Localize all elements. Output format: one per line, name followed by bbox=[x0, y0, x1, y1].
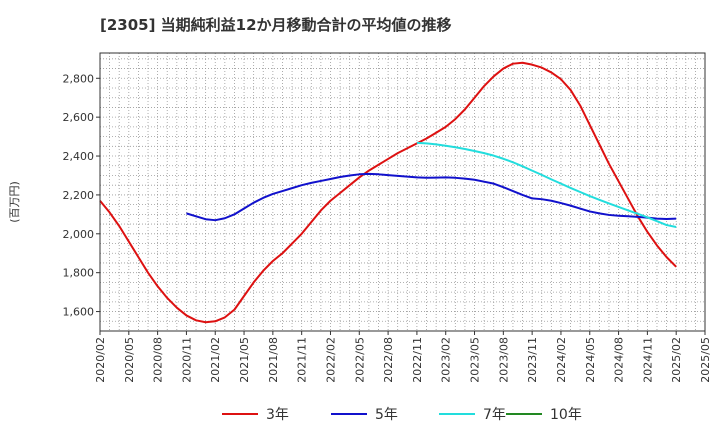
legend-label-3: 7年 bbox=[483, 407, 506, 423]
series-line-3 bbox=[416, 141, 677, 228]
series-line-1 bbox=[99, 61, 677, 324]
x-tick-label: 2021/11 bbox=[296, 337, 309, 383]
x-tick-label: 2020/08 bbox=[152, 337, 165, 383]
y-tick-label: 2,000 bbox=[63, 228, 95, 241]
y-tick-label: 2,800 bbox=[63, 72, 95, 85]
x-tick-label: 2024/08 bbox=[613, 337, 626, 383]
x-tick-label: 2022/02 bbox=[324, 337, 337, 383]
x-tick-label: 2021/05 bbox=[238, 337, 251, 383]
y-axis-label: (百万円) bbox=[8, 181, 21, 223]
chart-title: [2305] 当期純利益12か月移動合計の平均値の推移 bbox=[100, 16, 452, 34]
plot-frame bbox=[99, 52, 706, 332]
y-tick-label: 1,800 bbox=[63, 267, 95, 280]
x-tick-label: 2020/02 bbox=[94, 337, 107, 383]
legend-label-1: 3年 bbox=[266, 407, 289, 423]
x-tick-label: 2024/02 bbox=[555, 337, 568, 383]
series-line-2 bbox=[186, 172, 677, 222]
x-tick-label: 2023/08 bbox=[497, 337, 510, 383]
x-tick-label: 2022/08 bbox=[382, 337, 395, 383]
x-tick-label: 2021/08 bbox=[267, 337, 280, 383]
y-tick-label: 1,600 bbox=[63, 306, 95, 319]
y-tick-label: 2,200 bbox=[63, 189, 95, 202]
x-tick-label: 2023/11 bbox=[526, 337, 539, 383]
x-tick-label: 2022/05 bbox=[353, 337, 366, 383]
x-tick-label: 2024/11 bbox=[641, 337, 654, 383]
series-lines bbox=[99, 61, 677, 324]
x-tick-label: 2021/02 bbox=[209, 337, 222, 383]
x-tick-label: 2023/02 bbox=[440, 337, 453, 383]
y-tick-label: 2,400 bbox=[63, 150, 95, 163]
x-tick-label: 2020/11 bbox=[180, 337, 193, 383]
x-tick-label: 2025/02 bbox=[670, 337, 683, 383]
legend-label-2: 5年 bbox=[375, 407, 398, 423]
x-tick-label: 2023/05 bbox=[469, 337, 482, 383]
x-tick-label: 2020/05 bbox=[123, 337, 136, 383]
x-axis-ticks: 2020/02 2020/05 2020/08 2020/11 2021/02 2021/… bbox=[94, 331, 712, 383]
grid bbox=[99, 53, 706, 331]
legend-label-4: 10年 bbox=[550, 407, 582, 423]
y-axis-ticks: 1,600 1,800 2,000 2,200 2,400 2,600 2,800 bbox=[63, 72, 100, 319]
x-tick-label: 2022/11 bbox=[411, 337, 424, 383]
x-tick-label: 2025/05 bbox=[699, 337, 712, 383]
y-tick-label: 2,600 bbox=[63, 111, 95, 124]
legend: 3年 5年 7年 10年 bbox=[222, 407, 582, 423]
x-tick-label: 2024/05 bbox=[584, 337, 597, 383]
